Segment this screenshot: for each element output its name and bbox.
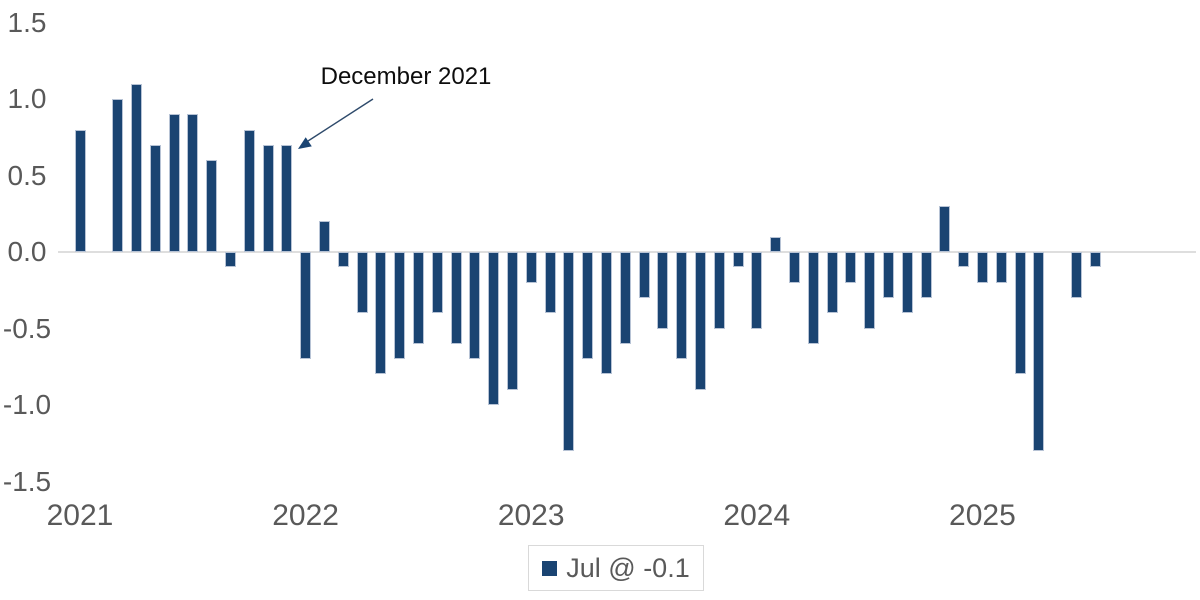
bar-feb-2023 [544, 252, 556, 314]
bar-nov-2022 [488, 252, 500, 405]
bar-nov-2023 [713, 252, 725, 329]
legend: Jul @ -0.1 [528, 545, 704, 591]
bar-dec-2023 [732, 252, 744, 268]
bar-aug-2024 [882, 252, 894, 298]
bar-sep-2022 [450, 252, 462, 344]
bar-jul-2025 [1089, 252, 1101, 268]
bar-mar-2022 [337, 252, 349, 268]
bar-apr-2022 [356, 252, 368, 314]
annotation-arrow-line [307, 98, 374, 142]
bar-dec-2024 [958, 252, 970, 268]
bar-aug-2022 [431, 252, 443, 314]
y-tick-label: -1.0 [2, 389, 52, 420]
bar-jul-2023 [638, 252, 650, 298]
y-tick-label: -1.5 [2, 465, 52, 497]
bar-jan-2024 [751, 252, 763, 329]
x-tick-label-2023: 2023 [497, 499, 565, 532]
bar-oct-2024 [920, 252, 932, 298]
bar-sep-2021 [224, 252, 236, 268]
bar-apr-2024 [807, 252, 819, 344]
annotation-label: December 2021 [320, 63, 492, 90]
bar-apr-2021 [130, 83, 142, 252]
bar-jul-2024 [864, 252, 876, 329]
y-tick-label: 0.0 [7, 236, 47, 267]
y-tick-label: -0.5 [2, 312, 52, 344]
bar-jul-2022 [412, 252, 424, 344]
x-tick-label-2022: 2022 [272, 499, 339, 532]
bar-mar-2024 [788, 252, 800, 283]
bar-jun-2021 [168, 114, 180, 252]
x-tick-label-2021: 2021 [46, 499, 114, 532]
legend-swatch-icon [542, 560, 558, 576]
bar-dec-2022 [506, 252, 518, 390]
bar-aug-2021 [206, 160, 218, 252]
bar-jul-2021 [187, 114, 199, 252]
bar-may-2021 [149, 144, 161, 252]
bar-mar-2023 [563, 252, 575, 451]
bar-jan-2022 [300, 252, 312, 360]
bar-may-2024 [826, 252, 838, 314]
bar-may-2023 [600, 252, 612, 375]
bar-feb-2025 [995, 252, 1007, 283]
y-tick-label: 1.0 [7, 83, 47, 114]
bar-jun-2022 [394, 252, 406, 360]
x-tick-label-2025: 2025 [949, 499, 1016, 532]
bar-oct-2023 [694, 252, 706, 390]
bar-aug-2023 [657, 252, 669, 329]
bar-apr-2025 [1033, 252, 1045, 451]
annotation-arrowhead-icon [298, 137, 312, 149]
bar-feb-2024 [770, 236, 782, 252]
bar-may-2022 [375, 252, 387, 375]
bar-jun-2023 [619, 252, 631, 344]
x-tick-label-2024: 2024 [723, 499, 791, 532]
legend-label: Jul @ -0.1 [566, 552, 690, 583]
bar-jun-2025 [1070, 252, 1082, 298]
bar-sep-2024 [901, 252, 913, 314]
bar-dec-2021 [281, 144, 293, 252]
bar-nov-2024 [939, 206, 951, 252]
bar-mar-2025 [1014, 252, 1026, 375]
bar-jan-2023 [525, 252, 537, 283]
bar-jun-2024 [845, 252, 857, 283]
bar-nov-2021 [262, 144, 274, 252]
bar-oct-2021 [243, 129, 255, 252]
bar-apr-2023 [582, 252, 594, 360]
bar-oct-2022 [469, 252, 481, 360]
bar-jan-2025 [976, 252, 988, 283]
bar-mar-2021 [112, 99, 124, 252]
bar-sep-2023 [676, 252, 688, 360]
y-tick-label: 0.5 [7, 159, 47, 191]
y-tick-label: 1.5 [7, 6, 47, 38]
bar-feb-2022 [318, 221, 330, 252]
bar-jan-2021 [74, 129, 86, 252]
